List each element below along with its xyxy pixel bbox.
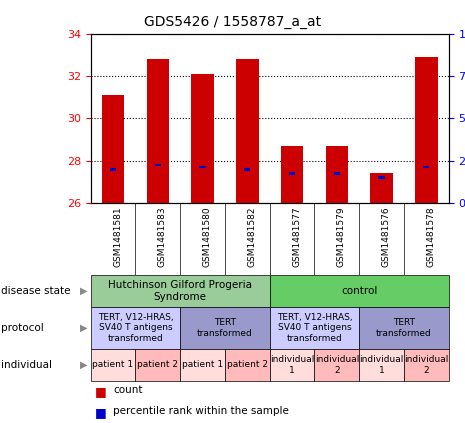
Text: count: count: [113, 385, 142, 395]
Bar: [110, 168, 116, 170]
Bar: [270, 307, 359, 349]
Bar: [289, 172, 295, 175]
Text: disease state: disease state: [1, 286, 70, 296]
Text: ▶: ▶: [80, 323, 87, 333]
Text: GSM1481582: GSM1481582: [247, 207, 256, 267]
Bar: [199, 166, 206, 168]
Text: control: control: [341, 286, 378, 296]
Bar: [180, 307, 270, 349]
Text: Hutchinson Gilford Progeria
Syndrome: Hutchinson Gilford Progeria Syndrome: [108, 280, 252, 302]
Text: percentile rank within the sample: percentile rank within the sample: [113, 406, 289, 416]
Text: TERT, V12-HRAS,
SV40 T antigens
transformed: TERT, V12-HRAS, SV40 T antigens transfor…: [277, 313, 352, 343]
Text: patient 2: patient 2: [137, 360, 178, 369]
Bar: [91, 307, 180, 349]
Text: ■: ■: [95, 385, 107, 398]
Bar: [423, 166, 430, 168]
Text: GSM1481577: GSM1481577: [292, 207, 301, 267]
Text: GSM1481576: GSM1481576: [382, 207, 391, 267]
Bar: [102, 95, 124, 203]
Text: individual
1: individual 1: [270, 355, 314, 374]
Text: GSM1481579: GSM1481579: [337, 207, 346, 267]
Bar: [359, 307, 449, 349]
Bar: [270, 275, 449, 307]
Bar: [270, 349, 314, 381]
Text: protocol: protocol: [1, 323, 44, 333]
Text: GSM1481580: GSM1481580: [203, 207, 212, 267]
Bar: [371, 173, 393, 203]
Text: individual
2: individual 2: [404, 355, 449, 374]
Bar: [135, 349, 180, 381]
Bar: [334, 172, 340, 175]
Bar: [236, 59, 259, 203]
Text: individual
1: individual 1: [359, 355, 404, 374]
Bar: [225, 349, 270, 381]
Text: individual
2: individual 2: [315, 355, 359, 374]
Text: individual: individual: [1, 360, 52, 370]
Text: ▶: ▶: [80, 286, 87, 296]
Text: GSM1481583: GSM1481583: [158, 207, 167, 267]
Text: TERT
transformed: TERT transformed: [197, 318, 253, 338]
Bar: [415, 57, 438, 203]
Bar: [379, 176, 385, 179]
Text: GSM1481581: GSM1481581: [113, 207, 122, 267]
Bar: [326, 146, 348, 203]
Bar: [359, 349, 404, 381]
Bar: [314, 349, 359, 381]
Text: ▶: ▶: [80, 360, 87, 370]
Bar: [91, 349, 135, 381]
Text: GDS5426 / 1558787_a_at: GDS5426 / 1558787_a_at: [144, 15, 321, 29]
Bar: [146, 59, 169, 203]
Bar: [404, 349, 449, 381]
Bar: [281, 146, 303, 203]
Text: GSM1481578: GSM1481578: [426, 207, 435, 267]
Bar: [155, 164, 161, 166]
Text: TERT
transformed: TERT transformed: [376, 318, 432, 338]
Bar: [91, 275, 270, 307]
Bar: [244, 168, 251, 170]
Text: patient 2: patient 2: [227, 360, 268, 369]
Bar: [180, 349, 225, 381]
Text: TERT, V12-HRAS,
SV40 T antigens
transformed: TERT, V12-HRAS, SV40 T antigens transfor…: [98, 313, 173, 343]
Text: ■: ■: [95, 406, 107, 419]
Text: patient 1: patient 1: [182, 360, 223, 369]
Bar: [192, 74, 214, 203]
Text: patient 1: patient 1: [93, 360, 133, 369]
